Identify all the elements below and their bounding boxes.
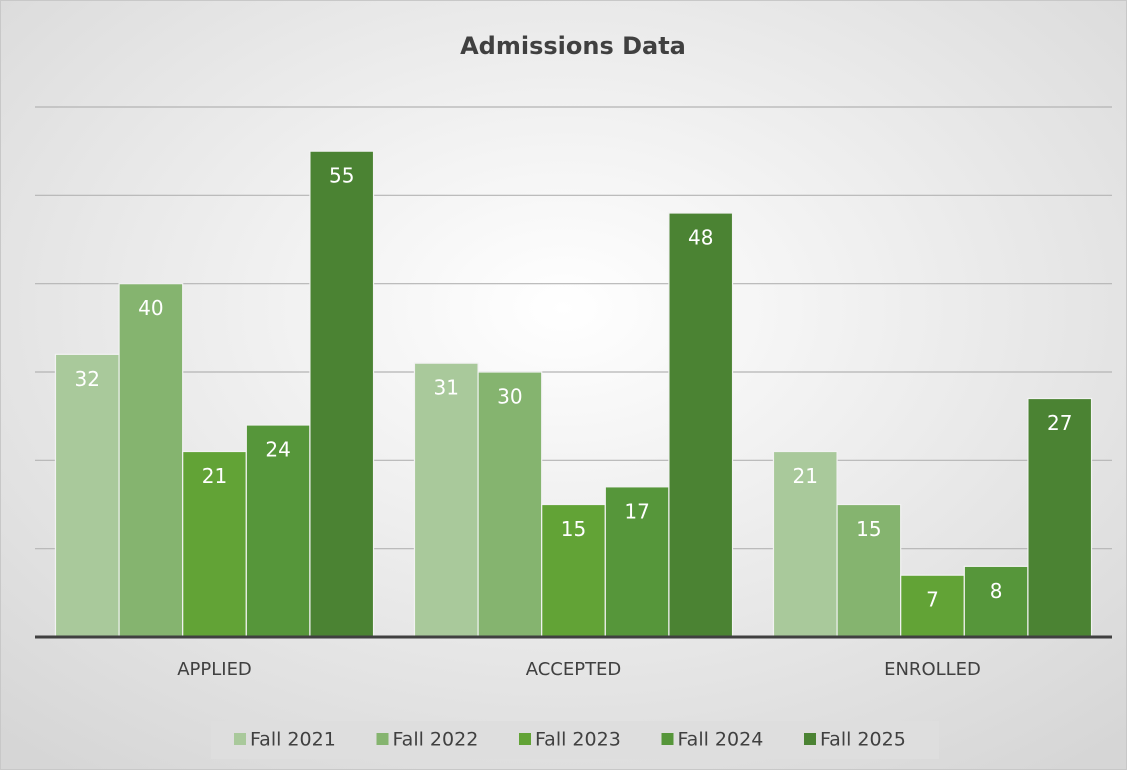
- bar: [1027, 397, 1093, 638]
- legend-swatch: [661, 733, 674, 745]
- value-label: 30: [497, 385, 522, 409]
- bar: [772, 450, 838, 638]
- value-label: 21: [202, 464, 227, 488]
- legend-swatch: [519, 733, 531, 745]
- bar: [54, 353, 120, 638]
- bar: [118, 283, 184, 638]
- bar: [963, 565, 1029, 638]
- value-label: 31: [434, 376, 459, 400]
- x-tick-label: ENROLLED: [884, 659, 981, 680]
- legend-box: [211, 721, 939, 759]
- value-label: 8: [990, 579, 1003, 603]
- legend-label: Fall 2024: [678, 729, 764, 751]
- chart-title: Admissions Data: [460, 32, 686, 60]
- bar: [182, 450, 247, 638]
- value-label: 48: [688, 226, 713, 250]
- value-label: 24: [265, 438, 290, 462]
- value-label: 15: [856, 517, 881, 541]
- legend-label: Fall 2025: [820, 729, 906, 751]
- legend-label: Fall 2021: [250, 729, 336, 751]
- value-label: 55: [329, 164, 354, 188]
- x-tick-label: APPLIED: [177, 659, 252, 680]
- bar: [309, 150, 375, 638]
- legend-swatch: [804, 733, 816, 745]
- bar: [477, 371, 543, 638]
- value-label: 7: [926, 588, 939, 612]
- legend-swatch: [376, 733, 389, 745]
- value-label: 15: [561, 517, 586, 541]
- value-label: 32: [75, 367, 100, 391]
- bar: [668, 212, 734, 638]
- value-label: 21: [793, 464, 818, 488]
- value-label: 40: [138, 296, 163, 320]
- legend-label: Fall 2023: [535, 729, 621, 751]
- bar: [836, 503, 902, 638]
- value-label: 17: [624, 499, 649, 523]
- bar: [413, 362, 479, 638]
- x-tick-label: ACCEPTED: [526, 659, 622, 680]
- legend-label: Fall 2022: [393, 729, 479, 751]
- legend-swatch: [234, 733, 246, 745]
- bar: [604, 486, 670, 638]
- value-label: 27: [1047, 411, 1072, 435]
- bar: [541, 503, 606, 638]
